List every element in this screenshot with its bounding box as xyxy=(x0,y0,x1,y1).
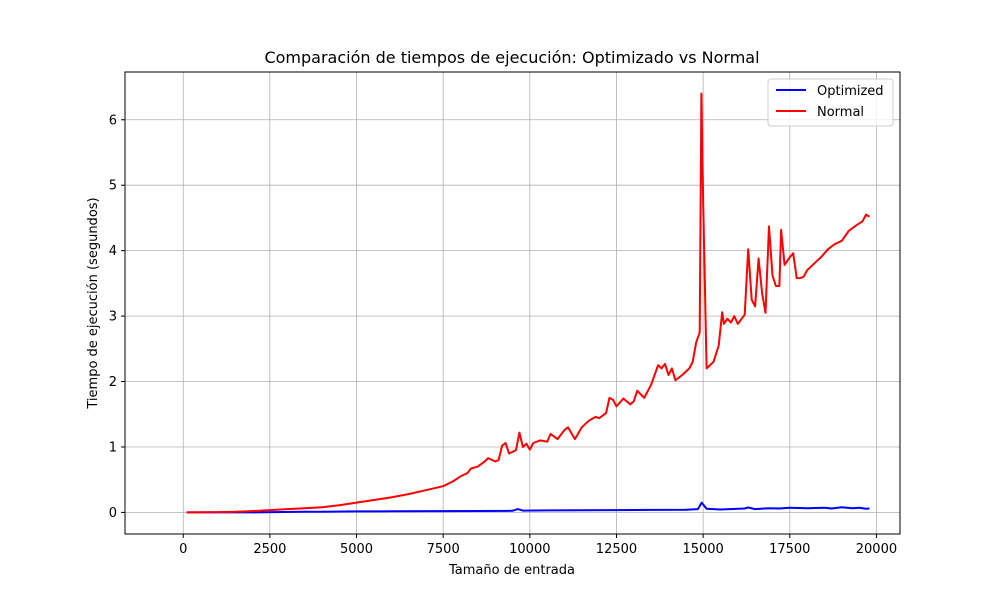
y-tick-label: 0 xyxy=(109,506,117,521)
x-tick-label: 20000 xyxy=(856,542,897,557)
y-tick-label: 3 xyxy=(109,310,117,325)
series-lines xyxy=(186,92,870,514)
x-tick-label: 15000 xyxy=(682,542,723,557)
x-tick-label: 7500 xyxy=(427,542,460,557)
grid-lines xyxy=(125,72,900,534)
x-tick-label: 17500 xyxy=(769,542,810,557)
x-tick-label: 12500 xyxy=(596,542,637,557)
legend-label-optimized: Optimized xyxy=(817,84,884,99)
y-tick-label: 1 xyxy=(109,440,117,455)
axis-ticks: 0 2500 5000 7500 10000 12500 15000 17500 20000 0 1… xyxy=(109,113,897,557)
legend-label-normal: Normal xyxy=(817,105,864,120)
y-tick-label: 2 xyxy=(109,375,117,390)
x-tick-label: 10000 xyxy=(509,542,550,557)
x-tick-label: 2500 xyxy=(253,542,286,557)
legend: Optimized Normal xyxy=(767,78,894,127)
x-tick-label: 0 xyxy=(179,542,187,557)
y-axis-label: Tiempo de ejecución (segundos) xyxy=(86,197,101,409)
y-tick-label: 5 xyxy=(109,179,117,194)
plot-area-frame xyxy=(124,71,901,535)
series-line-normal xyxy=(186,92,870,514)
x-tick-label: 5000 xyxy=(340,542,373,557)
y-tick-label: 4 xyxy=(109,244,117,259)
series-line-optimized xyxy=(186,501,870,514)
y-tick-label: 6 xyxy=(109,113,117,128)
x-axis-label: Tamaño de entrada xyxy=(448,563,575,578)
chart-title: Comparación de tiempos de ejecución: Opt… xyxy=(264,48,759,67)
